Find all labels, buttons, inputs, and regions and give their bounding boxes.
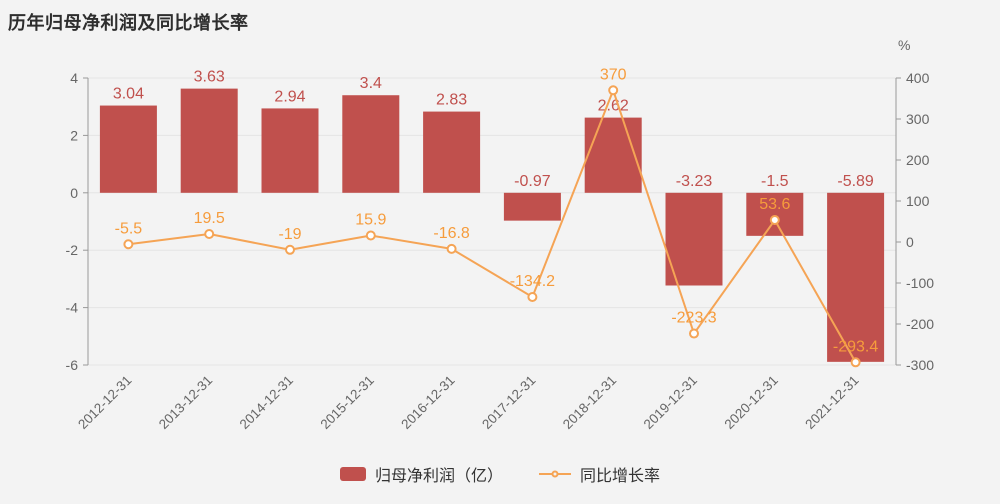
bar[interactable]	[827, 192, 885, 362]
bar-value-label: -3.23	[676, 173, 713, 190]
growth-line	[128, 89, 857, 363]
bar-value-label: -1.5	[761, 173, 789, 190]
bar-value-label: 2.62	[598, 98, 629, 115]
x-axis-label: 2016-12-31	[398, 373, 457, 432]
bar[interactable]	[423, 111, 481, 193]
bar-series-swatch-icon	[339, 467, 366, 481]
line-series-marker-icon	[539, 470, 571, 478]
bar[interactable]	[503, 192, 561, 221]
bar-value-label: 3.63	[194, 69, 225, 86]
bar[interactable]	[584, 117, 642, 193]
left-axis-tick-label: 2	[70, 127, 78, 143]
line-value-label: 15.9	[355, 211, 386, 228]
bar-series-label: 归母净利润（亿）	[374, 468, 503, 485]
x-axis-label: 2015-12-31	[317, 373, 376, 432]
x-axis-label: 2020-12-31	[721, 373, 780, 432]
bar-value-label: -0.97	[514, 173, 551, 190]
line-point[interactable]	[446, 243, 457, 254]
bar[interactable]	[99, 105, 157, 193]
bar-value-label: 2.94	[274, 88, 305, 105]
bar[interactable]	[180, 88, 238, 193]
line-value-label: 53.6	[759, 196, 790, 213]
bar[interactable]	[746, 192, 804, 236]
line-point[interactable]	[850, 357, 861, 368]
legend-item-net-profit[interactable]: 归母净利润（亿）	[339, 462, 503, 486]
line-value-label: -223.3	[671, 310, 716, 327]
line-point[interactable]	[204, 229, 215, 240]
line-value-label: -16.8	[433, 225, 470, 242]
chart-title: 历年归母净利润及同比增长率	[8, 13, 249, 33]
bar-value-label: -5.89	[837, 173, 874, 190]
line-value-label: 370	[600, 66, 627, 83]
line-series-label: 同比增长率	[580, 468, 661, 485]
right-axis-tick-label: -300	[906, 357, 934, 373]
x-axis-label: 2017-12-31	[479, 373, 538, 432]
right-axis-tick-label: 200	[906, 152, 930, 168]
line-value-label: -134.2	[510, 273, 555, 290]
left-axis-tick-label: -6	[66, 357, 79, 373]
line-point[interactable]	[689, 328, 699, 339]
chart-canvas: 4 2 0 -2 -4 -6 400 300 200 100 0 -100 -200 -300% 3.04 3…	[66, 37, 935, 432]
left-axis-tick-label: -2	[66, 242, 79, 258]
left-axis-tick-label: -4	[66, 300, 79, 316]
line-point[interactable]	[123, 239, 134, 250]
line-point[interactable]	[285, 244, 295, 255]
line-point[interactable]	[608, 85, 619, 96]
right-axis-tick-label: 300	[906, 111, 930, 127]
bar-value-label: 3.4	[360, 75, 382, 92]
right-axis-tick-label: -100	[906, 275, 934, 291]
left-axis-tick-label: 0	[70, 185, 78, 201]
line-series-marker-circle-icon	[551, 470, 559, 478]
right-axis-tick-label: 100	[906, 193, 930, 209]
legend: 归母净利润（亿） 同比增长率	[0, 462, 1000, 486]
line-value-label: -19	[278, 226, 301, 243]
x-axis-label: 2012-12-31	[75, 373, 134, 432]
bar[interactable]	[261, 108, 319, 193]
line-value-label: 19.5	[194, 210, 225, 227]
x-axis-label: 2019-12-31	[641, 373, 700, 432]
right-axis-unit: %	[898, 37, 910, 53]
x-axis-label: 2013-12-31	[156, 373, 215, 432]
line-point[interactable]	[527, 292, 538, 303]
line-value-label: -5.5	[115, 220, 143, 237]
line-point[interactable]	[365, 230, 376, 241]
line-value-label: -293.4	[833, 338, 878, 355]
right-axis-tick-label: 0	[906, 234, 914, 250]
bar-value-label: 2.83	[436, 92, 467, 109]
right-axis-tick-label: 400	[906, 70, 930, 86]
bar[interactable]	[342, 95, 400, 193]
bar[interactable]	[665, 192, 723, 286]
x-axis-label: 2021-12-31	[802, 373, 861, 432]
right-axis-tick-label: -200	[906, 316, 934, 332]
x-axis-label: 2014-12-31	[237, 373, 296, 432]
left-axis-tick-label: 4	[70, 70, 78, 86]
line-point[interactable]	[769, 215, 780, 226]
x-axis-label: 2018-12-31	[560, 373, 619, 432]
legend-item-growth-rate[interactable]: 同比增长率	[539, 462, 660, 486]
bar-value-label: 3.04	[113, 86, 144, 103]
